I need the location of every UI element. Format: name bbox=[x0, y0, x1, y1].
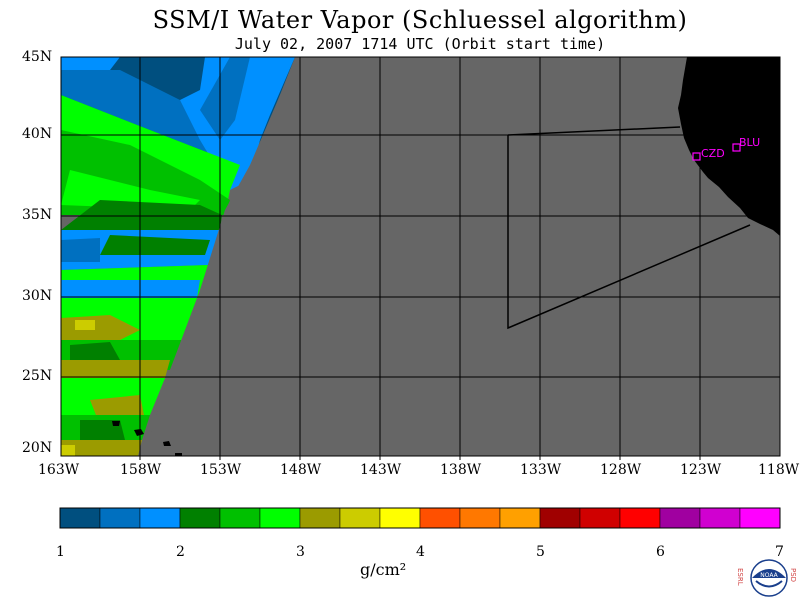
lon-label-133w: 133W bbox=[520, 462, 562, 478]
graticule bbox=[61, 57, 780, 456]
colorbar-swatch-7 bbox=[339, 507, 381, 529]
colorbar-swatch-1 bbox=[99, 507, 141, 529]
svg-text:NOAA: NOAA bbox=[760, 572, 778, 579]
colorbar-swatch-13 bbox=[579, 507, 621, 529]
lat-label-45n: 45N bbox=[22, 49, 53, 65]
station-czd: CZD bbox=[692, 147, 725, 161]
cb-tick-4: 4 bbox=[416, 544, 425, 560]
colorbar-swatch-15 bbox=[659, 507, 701, 529]
lon-label-118w: 118W bbox=[758, 462, 800, 478]
land-california bbox=[678, 57, 780, 236]
colorbar-swatch-9 bbox=[419, 507, 461, 529]
colorbar-unit: g/cm² bbox=[360, 560, 407, 579]
nodata-wedge bbox=[144, 57, 780, 456]
tick-marks bbox=[139, 456, 701, 460]
lat-label-35n: 35N bbox=[22, 207, 53, 223]
lon-label-158w: 158W bbox=[120, 462, 162, 478]
hawaii-islands bbox=[112, 421, 182, 456]
flight-track-2 bbox=[507, 135, 751, 330]
lon-label-148w: 148W bbox=[280, 462, 322, 478]
lon-label-138w: 138W bbox=[440, 462, 482, 478]
colorbar-swatch-6 bbox=[299, 507, 341, 529]
lat-label-40n: 40N bbox=[22, 126, 53, 142]
station-label-czd: CZD bbox=[701, 147, 725, 160]
colorbar-swatch-11 bbox=[499, 507, 541, 529]
colorbar-swatch-0 bbox=[59, 507, 101, 529]
colorbar-swatch-2 bbox=[139, 507, 181, 529]
colorbar-frame bbox=[59, 507, 781, 529]
map-title: SSM/I Water Vapor (Schluessel algorithm) bbox=[152, 6, 688, 34]
cb-tick-3: 3 bbox=[296, 544, 305, 560]
colorbar-swatch-16 bbox=[699, 507, 741, 529]
lon-label-163w: 163W bbox=[38, 462, 80, 478]
lon-label-128w: 128W bbox=[600, 462, 642, 478]
cb-tick-5: 5 bbox=[536, 544, 545, 560]
lat-label-30n: 30N bbox=[22, 288, 53, 304]
station-label-blu: BLU bbox=[739, 136, 760, 149]
lat-label-25n: 25N bbox=[22, 368, 53, 384]
colorbar-swatch-3 bbox=[179, 507, 221, 529]
svg-text:PSD: PSD bbox=[789, 568, 797, 582]
cb-tick-7: 7 bbox=[775, 544, 784, 560]
flight-track bbox=[507, 126, 681, 136]
colorbar-swatch-4 bbox=[219, 507, 261, 529]
map-subtitle: July 02, 2007 1714 UTC (Orbit start time… bbox=[234, 35, 606, 53]
colorbar bbox=[59, 507, 781, 529]
colorbar-swatch-5 bbox=[259, 507, 301, 529]
cb-tick-2: 2 bbox=[176, 544, 185, 560]
svg-text:ESRL: ESRL bbox=[738, 568, 744, 586]
cb-tick-1: 1 bbox=[56, 544, 65, 560]
lat-label-20n: 20N bbox=[22, 440, 53, 456]
noaa-logo: ESRL NOAA PSD bbox=[738, 559, 797, 597]
colorbar-swatch-17 bbox=[739, 507, 781, 529]
colorbar-swatch-10 bbox=[459, 507, 501, 529]
cb-tick-6: 6 bbox=[656, 544, 665, 560]
data-swath bbox=[61, 57, 295, 456]
colorbar-swatch-8 bbox=[379, 507, 421, 529]
colorbar-swatch-14 bbox=[619, 507, 661, 529]
station-blu: BLU bbox=[732, 136, 760, 152]
lon-label-143w: 143W bbox=[360, 462, 402, 478]
plot-frame bbox=[60, 56, 781, 457]
lon-label-153w: 153W bbox=[200, 462, 242, 478]
lon-label-123w: 123W bbox=[680, 462, 722, 478]
colorbar-swatch-12 bbox=[539, 507, 581, 529]
